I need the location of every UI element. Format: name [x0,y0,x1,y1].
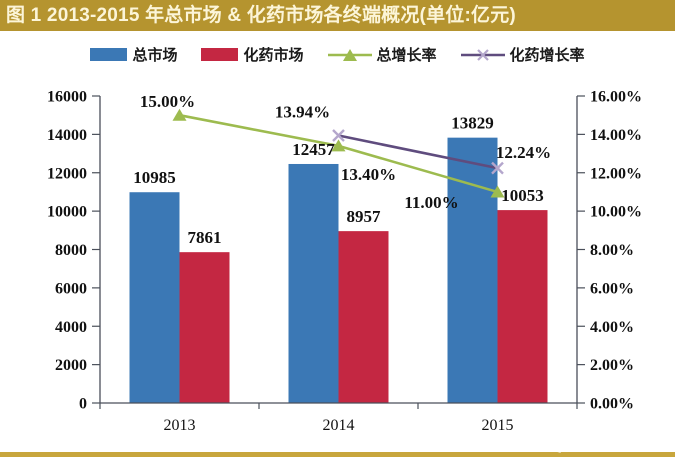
x-axis-label-2013: 2013 [164,417,196,434]
bar-series0-2013 [129,192,180,403]
triangle-marker [490,185,505,198]
legend-triangle-line-icon [327,48,372,61]
left-axis-tick-label: 8000 [55,242,87,259]
line-point-label: 11.00% [404,193,458,212]
legend-label: 总市场 [132,48,178,64]
watermark-text: 新药汇 XinYaoHui.com [573,410,668,454]
legend-swatch-icon [90,48,128,61]
left-axis-tick-label: 14000 [47,127,87,144]
bar-series1-2015 [497,210,548,403]
chart-legend: 总市场 化药市场 总增长率 化药增长率 [0,44,675,65]
right-axis-tick-label: 12.00% [590,165,642,182]
bar-value-label: 13829 [451,114,494,133]
line-point-label: 12.24% [496,143,551,162]
legend-item-3: 化药增长率 [460,44,585,65]
bar-value-label: 7861 [188,228,222,247]
legend-label: 化药市场 [243,48,304,64]
x-marker [332,129,345,142]
legend-x-line-icon [460,48,505,61]
watermark-domain: XinYaoHui.com [572,442,667,454]
legend-item-2: 总增长率 [327,44,437,65]
bar-value-label: 12457 [292,140,335,159]
watermark: 新药汇 XinYaoHui.com [523,409,668,455]
left-axis-tick-label: 2000 [55,357,87,374]
right-axis-tick-label: 6.00% [590,280,634,297]
pinwheel-logo-icon [524,411,567,453]
right-axis-tick-label: 0.00% [590,396,634,413]
bottom-gold-stripe [0,452,675,457]
right-axis-tick-label: 16.00% [590,89,642,106]
bar-series0-2015 [447,137,498,403]
legend-item-1: 化药市场 [201,44,304,65]
right-axis-tick-label: 4.00% [590,319,634,336]
left-axis-tick-label: 4000 [55,319,87,336]
triangle-marker [172,108,187,121]
legend-swatch-icon [201,48,239,61]
right-axis-tick-label: 14.00% [590,127,642,144]
legend-label: 总增长率 [376,48,437,64]
left-axis-tick-label: 10000 [47,204,87,221]
line-point-label: 13.94% [275,103,330,122]
bar-value-label: 10985 [133,168,176,187]
bar-value-label: 10053 [501,186,544,205]
line-point-label: 13.40% [341,165,396,184]
left-axis-tick-label: 0 [79,396,87,413]
right-axis-tick-label: 10.00% [590,204,642,221]
bar-value-label: 8957 [347,207,382,226]
triangle-marker [331,139,346,152]
left-axis-tick-label: 16000 [47,89,87,106]
x-marker [491,161,504,175]
x-axis-label-2014: 2014 [323,417,355,434]
line-point-label: 15.00% [140,92,195,111]
left-axis-tick-label: 6000 [55,280,87,297]
chart-title-bar: 图 1 2013-2015 年总市场 & 化药市场各终端概况(单位:亿元) [0,0,675,31]
left-axis-tick-label: 12000 [47,165,87,182]
bar-series0-2014 [288,163,339,403]
chart-title: 图 1 2013-2015 年总市场 & 化药市场各终端概况(单位:亿元) [6,5,516,26]
legend-item-0: 总市场 [90,44,177,65]
growth-line-1 [338,134,498,170]
bar-series1-2014 [338,231,389,403]
watermark-name: 新药汇 [574,408,665,441]
right-axis-tick-label: 2.00% [590,357,634,374]
bar-series1-2013 [179,252,230,403]
legend-label: 化药增长率 [509,48,585,64]
right-axis-tick-label: 8.00% [590,242,634,259]
x-axis-label-2015: 2015 [482,417,514,434]
